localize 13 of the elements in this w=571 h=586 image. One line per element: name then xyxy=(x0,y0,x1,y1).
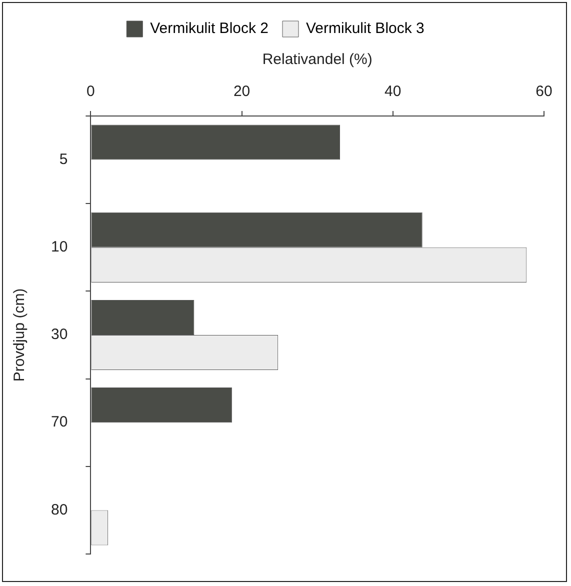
y-tick-label: 70 xyxy=(50,414,68,431)
x-axis-title: Relativandel (%) xyxy=(262,51,372,68)
x-tick-label: 0 xyxy=(86,83,95,100)
y-axis-title: Provdjup (cm) xyxy=(11,288,28,382)
x-tick-label: 20 xyxy=(233,83,250,100)
legend-label: Vermikulit Block 3 xyxy=(306,20,424,38)
legend-label: Vermikulit Block 2 xyxy=(150,20,268,38)
x-tick-label: 40 xyxy=(384,83,402,100)
y-tick-label: 5 xyxy=(59,150,68,168)
x-tick-label: 60 xyxy=(536,83,552,100)
y-tick-label: 10 xyxy=(50,238,68,256)
y-tick-label: 80 xyxy=(50,501,68,518)
y-tick-label: 30 xyxy=(50,326,68,344)
